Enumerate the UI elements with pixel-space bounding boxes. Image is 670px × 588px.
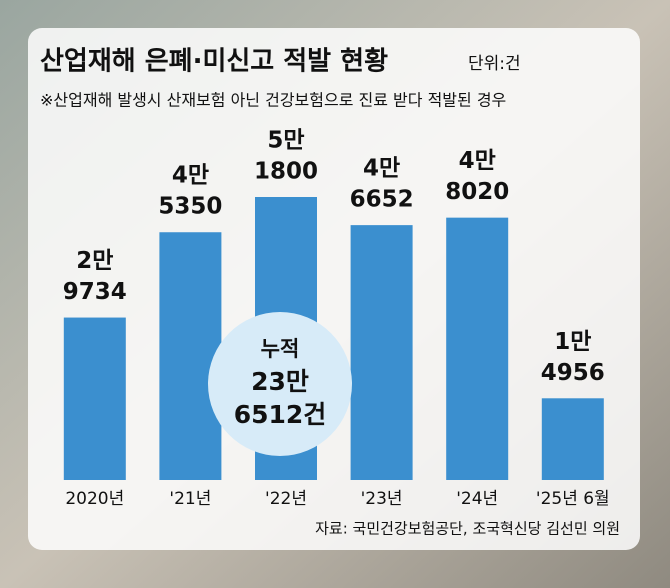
source: 자료: 국민건강보험공단, 조국혁신당 김선민 의원 [315,520,620,538]
annotation: 누적 [261,337,300,361]
value-label: 6652 [350,187,414,213]
x-tick-label: '25년 6월 [536,489,610,509]
bar [446,217,509,480]
x-tick-label: '21년 [169,489,211,509]
x-tick-label: '23년 [361,489,403,509]
bar [541,398,604,480]
subtitle: ※산업재해 발생시 산재보험 아닌 건강보험으로 진료 받다 적발된 경우 [40,91,506,110]
bar [159,232,222,480]
x-tick-label: '22년 [265,489,307,509]
x-tick-label: 2020년 [65,489,124,509]
value-label: 2만 [76,248,113,274]
x-tick-label: '24년 [456,489,498,509]
value-label: 5350 [158,194,222,220]
annotation: 23만 [251,367,309,396]
value-label: 1800 [254,159,318,185]
value-label: 4만 [363,156,400,182]
value-label: 8020 [445,179,509,205]
value-label: 4만 [172,163,209,189]
value-label: 1만 [554,329,591,355]
unit-label: 단위:건 [468,54,521,74]
chart-title: 산업재해 은폐·미신고 적발 현황 [40,47,388,77]
value-label: 5만 [267,128,304,154]
value-label: 4956 [541,360,605,386]
annotation: 6512건 [234,400,327,429]
bar [350,225,413,480]
bar [63,317,126,480]
value-label: 9734 [63,279,127,305]
annotation-circle [208,312,352,456]
value-label: 4만 [459,148,496,174]
